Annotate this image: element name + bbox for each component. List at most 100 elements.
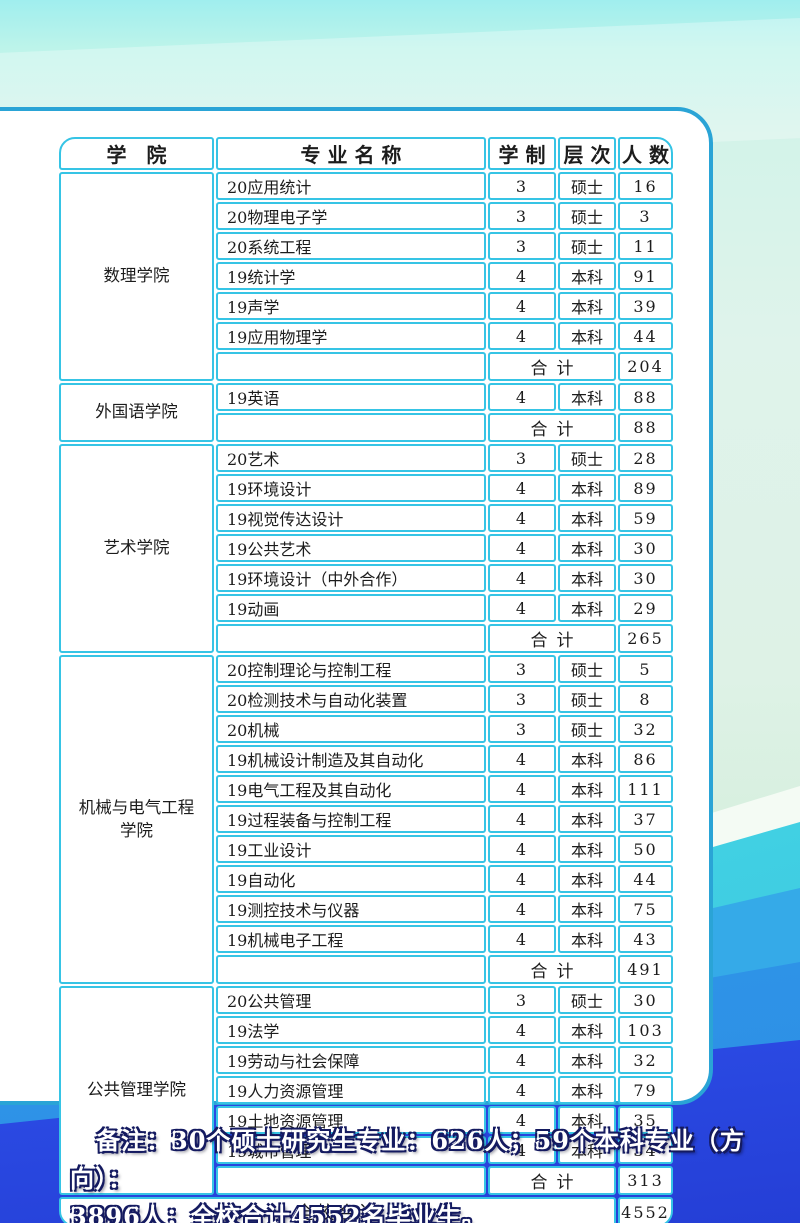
duration-cell: 4 [488,1016,556,1044]
level-cell: 本科 [558,564,616,592]
major-cell: 19电气工程及其自动化 [216,775,486,803]
col-header-count: 人 数 [618,137,673,170]
subtotal-row: 合计 204 [59,352,673,381]
count-cell: 79 [618,1076,673,1104]
count-cell: 29 [618,594,673,622]
count-cell: 28 [618,444,673,472]
grand-total-row: 全校合计 4552 [59,1197,673,1223]
college-cell: 外国语学院 [59,383,214,442]
count-cell: 111 [618,775,673,803]
footer-note-line1: 备注：30个硕士研究生专业：626人；59个本科专业（方向）： [70,1126,745,1193]
count-cell: 86 [618,745,673,773]
count-cell: 91 [618,262,673,290]
college-cell: 机械与电气工程 学院 [59,655,214,984]
count-cell: 75 [618,895,673,923]
level-cell: 本科 [558,895,616,923]
major-cell: 19过程装备与控制工程 [216,805,486,833]
count-cell: 50 [618,835,673,863]
table-row: 19应用物理学 4 本科 44 [59,322,673,350]
duration-cell: 3 [488,202,556,230]
col-header-major: 专 业 名 称 [216,137,486,170]
level-cell: 本科 [558,1106,616,1134]
table-row: 机械与电气工程 学院 20控制理论与控制工程 3 硕士 5 [59,655,673,984]
footer-note: 备注：30个硕士研究生专业：626人；59个本科专业（方向）： 3896人；全校… [70,1122,754,1223]
level-cell: 本科 [558,925,616,953]
level-cell: 硕士 [558,655,616,683]
grand-total-label-cell: 全校合计 [59,1197,616,1223]
level-cell: 本科 [558,835,616,863]
major-cell: 19机械电子工程 [216,925,486,953]
table-row: 19法学 4 本科 103 [59,1016,673,1044]
major-cell: 19法学 [216,1016,486,1044]
table-row: 19劳动与社会保障 4 本科 32 [59,1046,673,1074]
duration-cell: 4 [488,474,556,502]
level-cell: 本科 [558,262,616,290]
level-cell: 硕士 [558,715,616,743]
major-cell: 19自动化 [216,865,486,893]
duration-cell: 3 [488,655,556,683]
table-row: 19统计学 4 本科 91 [59,262,673,290]
table-row: 19过程装备与控制工程 4 本科 37 [59,805,673,833]
level-cell: 本科 [558,504,616,532]
level-cell: 本科 [558,292,616,320]
duration-cell: 4 [488,1046,556,1074]
table-row: 19工业设计 4 本科 50 [59,835,673,863]
subtotal-label-cell: 合计 [488,624,616,653]
count-cell: 34 [618,1136,673,1164]
count-cell: 5 [618,655,673,683]
duration-cell: 4 [488,504,556,532]
major-cell: 19英语 [216,383,486,411]
level-cell: 本科 [558,474,616,502]
duration-cell: 4 [488,1076,556,1104]
duration-cell: 3 [488,172,556,200]
duration-cell: 4 [488,925,556,953]
major-cell: 19城市管理 [216,1136,486,1164]
count-cell: 44 [618,865,673,893]
major-cell: 20检测技术与自动化装置 [216,685,486,713]
major-cell: 19环境设计 [216,474,486,502]
subtotal-count-cell: 204 [618,352,673,381]
table-row: 20检测技术与自动化装置 3 硕士 8 [59,685,673,713]
subtotal-row: 合计 88 [59,413,673,442]
subtotal-label-cell: 合计 [488,352,616,381]
table-row: 艺术学院 20艺术 3 硕士 28 [59,444,673,653]
duration-cell: 3 [488,232,556,260]
table-row: 19机械设计制造及其自动化 4 本科 86 [59,745,673,773]
subtotal-count-cell: 265 [618,624,673,653]
count-cell: 39 [618,292,673,320]
major-cell: 19动画 [216,594,486,622]
major-cell: 19声学 [216,292,486,320]
level-cell: 本科 [558,775,616,803]
empty-cell [216,413,486,442]
table-row: 19测控技术与仪器 4 本科 75 [59,895,673,923]
grand-total-count-cell: 4552 [618,1197,673,1223]
table-row: 19环境设计 4 本科 89 [59,474,673,502]
level-cell: 本科 [558,383,616,411]
table-row: 19人力资源管理 4 本科 79 [59,1076,673,1104]
count-cell: 88 [618,383,673,411]
duration-cell: 4 [488,594,556,622]
empty-cell [216,1166,486,1195]
level-cell: 硕士 [558,685,616,713]
count-cell: 43 [618,925,673,953]
level-cell: 本科 [558,1016,616,1044]
level-cell: 本科 [558,1076,616,1104]
subtotal-count-cell: 88 [618,413,673,442]
table-row: 19视觉传达设计 4 本科 59 [59,504,673,532]
level-cell: 本科 [558,594,616,622]
level-cell: 本科 [558,322,616,350]
subtotal-label-cell: 合计 [488,413,616,442]
count-cell: 16 [618,172,673,200]
level-cell: 硕士 [558,444,616,472]
level-cell: 硕士 [558,986,616,1014]
table-row: 数理学院 20应用统计 3 硕士 16 [59,172,673,381]
major-cell: 19机械设计制造及其自动化 [216,745,486,773]
count-cell: 8 [618,685,673,713]
major-cell: 19应用物理学 [216,322,486,350]
count-cell: 37 [618,805,673,833]
duration-cell: 4 [488,1136,556,1164]
empty-cell [216,624,486,653]
table-row: 19公共艺术 4 本科 30 [59,534,673,562]
duration-cell: 3 [488,986,556,1014]
table-row: 20机械 3 硕士 32 [59,715,673,743]
